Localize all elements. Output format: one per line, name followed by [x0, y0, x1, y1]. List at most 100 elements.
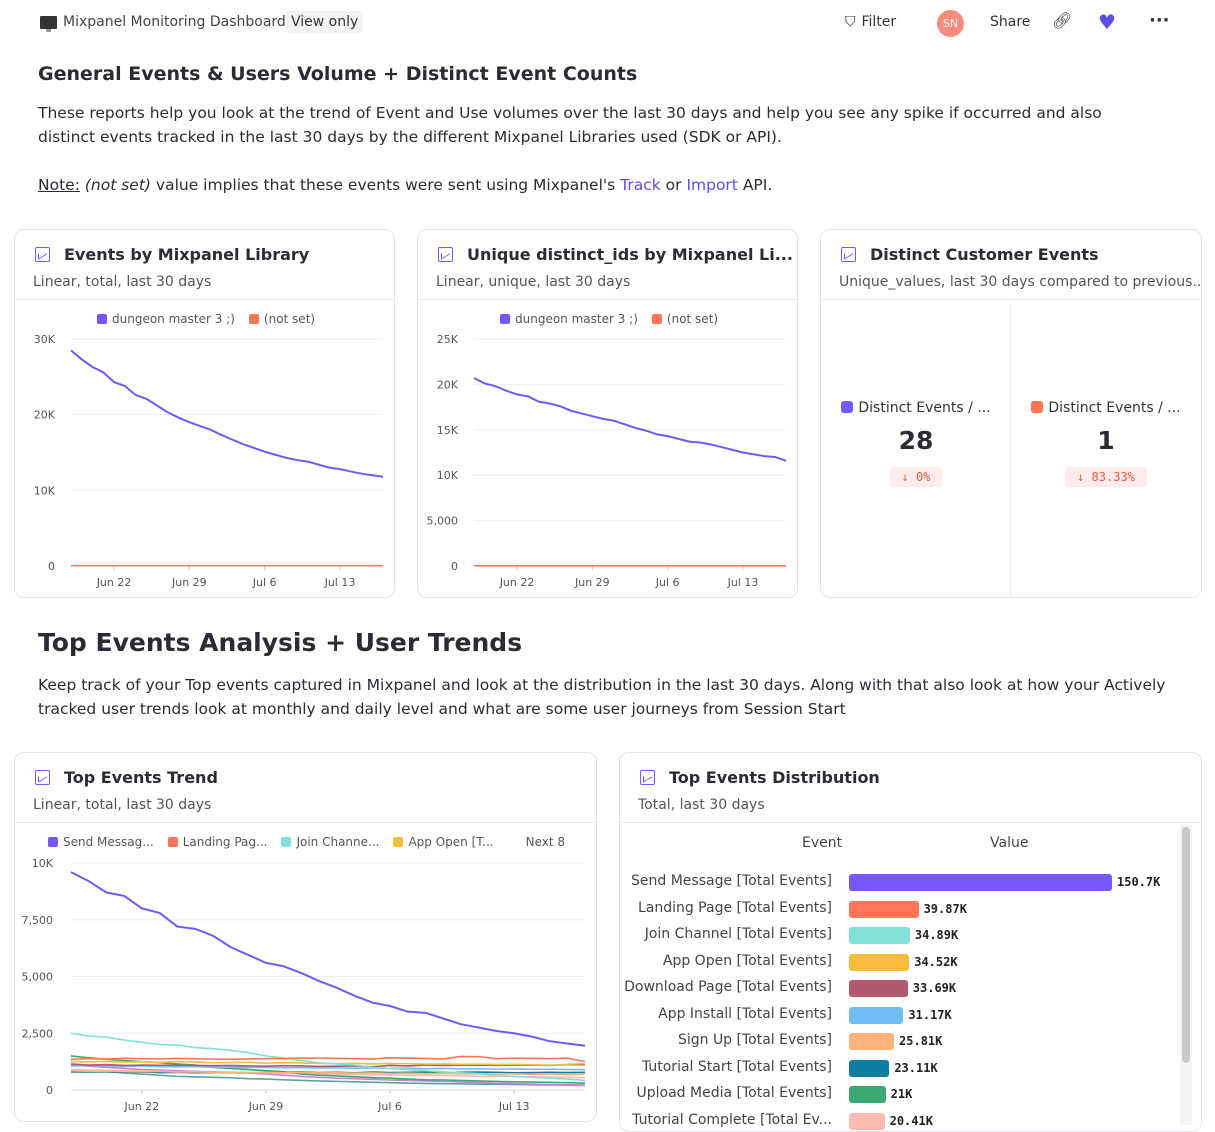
top-events-distribution-card[interactable]: Top Events Distribution Total, last 30 da… — [619, 752, 1202, 1132]
events-by-library-card[interactable]: Events by Mixpanel Library Linear, total,… — [14, 229, 395, 598]
distribution-bar[interactable] — [849, 900, 919, 918]
series-line — [70, 1069, 586, 1076]
legend-label: Landing Pag... — [182, 835, 268, 849]
distribution-row[interactable]: Tutorial Complete [Total Ev... — [620, 1112, 832, 1132]
metric-label: Distinct Events / ... — [821, 400, 1011, 416]
x-tick-label: Jul 6 — [252, 576, 277, 589]
distribution-row[interactable]: App Open [Total Events] — [620, 953, 832, 973]
legend-item[interactable]: dungeon master 3 ;) — [500, 312, 638, 326]
series-line — [473, 377, 787, 462]
series-line — [70, 871, 586, 1047]
y-tick-label: 25K — [437, 333, 459, 346]
metric-delta: ↓ 83.33% — [1065, 467, 1147, 487]
legend-item[interactable]: dungeon master 3 ;) — [97, 312, 235, 326]
distribution-row[interactable]: Send Message [Total Events] — [620, 873, 832, 893]
distribution-row[interactable]: Landing Page [Total Events] — [620, 900, 832, 920]
x-tick-label: Jul 13 — [727, 576, 759, 589]
heart-icon[interactable]: ♥ — [1098, 10, 1116, 34]
dashboard-title[interactable]: Mixpanel Monitoring Dashboard — [40, 14, 286, 32]
y-tick-label: 20K — [34, 409, 56, 422]
metric-divider — [1010, 302, 1011, 597]
x-tick-label: Jul 6 — [655, 576, 680, 589]
legend-swatch — [167, 837, 178, 847]
card-title[interactable]: Top Events Distribution — [669, 768, 880, 787]
filter-button[interactable]: ⛉ Filter — [845, 14, 896, 30]
series-line — [70, 349, 384, 478]
distribution-bar[interactable] — [849, 953, 910, 971]
distribution-bar[interactable] — [849, 1112, 885, 1130]
distinct-customer-events-card[interactable]: Distinct Customer Events Unique_values, l… — [820, 229, 1202, 598]
distribution-row[interactable]: Sign Up [Total Events] — [620, 1032, 832, 1052]
legend-swatch — [248, 314, 259, 324]
legend-label: Send Messag... — [63, 835, 154, 849]
track-link[interactable]: Track — [620, 176, 661, 194]
chart-legend: dungeon master 3 ;) (not set) — [97, 312, 315, 326]
legend-swatch — [97, 314, 107, 324]
y-tick-label: 0 — [46, 1084, 53, 1097]
note-italic: (not set) — [84, 176, 151, 194]
distribution-bar[interactable] — [849, 980, 908, 997]
card-title[interactable]: Distinct Customer Events — [870, 245, 1099, 264]
distribution-bar[interactable] — [849, 1059, 890, 1077]
note-or: or — [660, 176, 687, 194]
unique-ids-chart: 0 5,000 10K 15K 20K 25K Jun 22 Jun 29 Jul 6 Jul 1… — [427, 333, 787, 589]
avatar[interactable]: SN — [937, 10, 964, 37]
event-label: App Open [Total Events] — [662, 952, 832, 969]
section-note: Note: (not set) value implies that these… — [38, 173, 1158, 197]
distribution-row[interactable]: Download Page [Total Events] — [620, 979, 832, 999]
section-description: Keep track of your Top events captured i… — [38, 676, 1166, 718]
import-link[interactable]: Import — [686, 176, 738, 194]
legend-next-button[interactable]: Next 8 — [525, 835, 566, 849]
more-icon[interactable]: ··· — [1149, 10, 1170, 31]
chart-legend: Send Messag... Landing Pag... Join Chann… — [48, 835, 565, 849]
legend-label: dungeon master 3 ;) — [112, 312, 235, 326]
distribution-row[interactable]: Join Channel [Total Events] — [620, 926, 832, 946]
legend-item[interactable]: Landing Pag... — [167, 835, 268, 849]
metric-tile[interactable]: Distinct Events / ... 1 ↓ 83.33% — [1011, 400, 1201, 487]
x-tick-label: Jul 13 — [324, 576, 356, 589]
top-events-trend-card[interactable]: Top Events Trend Linear, total, last 30 d… — [14, 752, 597, 1122]
legend-item[interactable]: (not set) — [651, 312, 718, 326]
card-header: Top Events Trend Linear, total, last 30 d… — [15, 753, 596, 823]
legend-label: App Open [T... — [408, 835, 494, 849]
card-title[interactable]: Top Events Trend — [64, 768, 218, 787]
metric-tile[interactable]: Distinct Events / ... 28 ↓ 0% — [821, 400, 1011, 487]
legend-item[interactable]: Join Channe... — [281, 835, 379, 849]
distribution-bar[interactable] — [849, 1033, 895, 1050]
distribution-bar[interactable] — [849, 1006, 904, 1024]
metric-swatch — [841, 401, 854, 413]
legend-item[interactable]: Send Messag... — [48, 835, 154, 849]
link-icon[interactable]: 🔗︎ — [1052, 11, 1073, 30]
event-label: Landing Page [Total Events] — [637, 899, 832, 916]
legend-swatch — [500, 314, 510, 324]
scrollbar-thumb[interactable] — [1182, 827, 1190, 1063]
bar-value-label: 23.11K — [894, 1060, 938, 1075]
card-title[interactable]: Unique distinct_ids by Mixpanel Li... — [467, 245, 793, 264]
column-header-value[interactable]: Value — [990, 835, 1029, 851]
chart-legend: dungeon master 3 ;) (not set) — [500, 312, 718, 326]
legend-swatch — [281, 837, 292, 847]
distribution-row[interactable]: Upload Media [Total Events] — [620, 1085, 832, 1105]
y-tick-label: 15K — [437, 424, 459, 437]
events-by-library-chart: 0 10K 20K 30K Jun 22 Jun 29 Jul 6 Jul 13 — [34, 333, 384, 589]
card-title[interactable]: Events by Mixpanel Library — [64, 245, 310, 264]
distribution-row[interactable]: App Install [Total Events] — [620, 1006, 832, 1026]
metric-label-text: Distinct Events / ... — [1048, 400, 1181, 416]
bar-value-label: 20.41K — [889, 1113, 933, 1128]
note-label: Note: — [38, 176, 80, 194]
distribution-bar[interactable] — [849, 1086, 886, 1103]
column-header-event[interactable]: Event — [802, 835, 843, 851]
bar-value-label: 150.7K — [1117, 875, 1161, 889]
metric-value: 1 — [1097, 426, 1115, 455]
distribution-bar[interactable] — [849, 927, 910, 944]
scrollbar-track[interactable] — [1180, 825, 1192, 1125]
legend-item[interactable]: App Open [T... — [393, 835, 494, 849]
legend-item[interactable]: (not set) — [248, 312, 315, 326]
share-button[interactable]: Share — [990, 14, 1031, 30]
x-tick-label: Jun 22 — [124, 1100, 160, 1113]
unique-ids-by-library-card[interactable]: Unique distinct_ids by Mixpanel Li... Lin… — [417, 229, 798, 598]
distribution-bar[interactable] — [849, 874, 1112, 891]
bar-value-label: 25.81K — [899, 1034, 943, 1048]
distribution-row[interactable]: Tutorial Start [Total Events] — [620, 1059, 832, 1079]
event-label: Sign Up [Total Events] — [677, 1032, 832, 1048]
